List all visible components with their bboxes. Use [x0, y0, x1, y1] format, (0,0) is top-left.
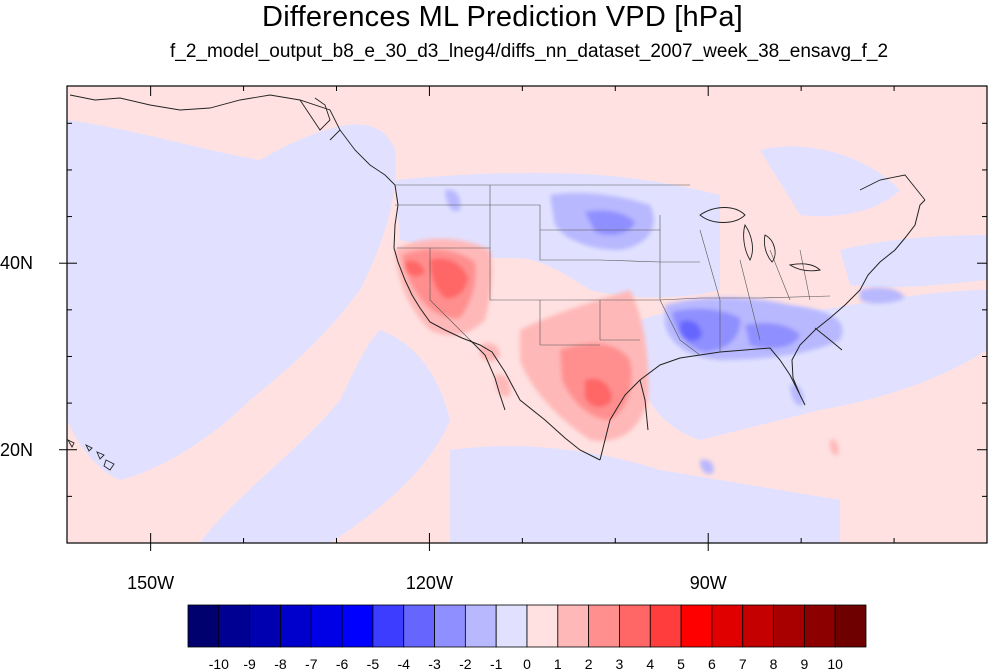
colorbar-swatch — [434, 604, 466, 648]
colorbar-swatch — [372, 604, 405, 648]
map-frame — [66, 85, 988, 544]
colorbar-label: -7 — [305, 656, 318, 672]
colorbar — [187, 604, 867, 648]
colorbar-label: 8 — [769, 656, 778, 672]
colorbar-label: 7 — [738, 656, 747, 672]
colorbar-label: -6 — [335, 656, 349, 672]
colorbar-label: 1 — [553, 656, 562, 672]
colorbar-swatch — [218, 604, 251, 648]
hawaii-islands — [67, 438, 115, 471]
lat-tick-label: 20N — [0, 439, 34, 460]
colorbar-swatch — [526, 604, 559, 648]
lon-tick-label: 120W — [405, 573, 453, 593]
colorbar-label: -5 — [366, 656, 380, 672]
field-negative-anomalies — [445, 189, 905, 474]
colorbar-label: -3 — [428, 656, 441, 672]
colorbar-label: -4 — [397, 656, 410, 672]
colorbar-swatch — [742, 604, 774, 648]
plot-subtitle: f_2_model_output_b8_e_30_d3_lneg4/diffs_… — [169, 41, 889, 62]
lon-tick-label: 90W — [689, 573, 727, 593]
colorbar-label: 0 — [523, 656, 531, 672]
great-lakes — [699, 207, 821, 272]
colorbar-swatch — [187, 604, 220, 648]
colorbar-swatch — [649, 604, 682, 648]
colorbar-label: 9 — [800, 656, 809, 672]
colorbar-swatch — [803, 604, 836, 648]
colorbar-label: 2 — [584, 656, 593, 672]
colorbar-swatch — [280, 604, 312, 648]
colorbar-swatch — [310, 604, 343, 648]
colorbar-label: 5 — [677, 656, 685, 672]
colorbar-label: 3 — [615, 656, 624, 672]
colorbar-swatch — [557, 604, 590, 648]
colorbar-swatch — [619, 604, 651, 648]
colorbar-label: 6 — [708, 656, 716, 672]
colorbar-label: -10 — [208, 656, 229, 672]
colorbar-swatch — [834, 604, 867, 648]
canada-coast — [69, 94, 926, 201]
colorbar-swatch — [249, 604, 281, 648]
colorbar-swatch — [403, 604, 435, 648]
lon-tick-label: 150W — [127, 573, 175, 593]
plot-title: Differences ML Prediction VPD [hPa] — [262, 1, 743, 33]
colorbar-label: -8 — [274, 656, 287, 672]
colorbar-label: 4 — [646, 656, 655, 672]
state-borders — [395, 184, 831, 356]
colorbar-label: -2 — [459, 656, 472, 672]
lat-tick-label: 40N — [0, 253, 34, 274]
colorbar-swatch — [680, 604, 713, 648]
colorbar-swatch — [464, 604, 497, 648]
colorbar-label: -1 — [489, 656, 503, 672]
colorbar-swatch — [341, 604, 374, 648]
axis-ticks — [59, 86, 988, 551]
colorbar-swatch — [588, 604, 620, 648]
colorbar-label: 10 — [827, 656, 843, 672]
map-panel — [67, 86, 987, 543]
colorbar-swatch — [773, 604, 805, 648]
field-positive-anomalies — [395, 238, 839, 456]
colorbar-swatch — [711, 604, 744, 648]
colorbar-swatch — [495, 604, 528, 648]
coastlines — [393, 184, 926, 461]
colorbar-label: -9 — [243, 656, 256, 672]
